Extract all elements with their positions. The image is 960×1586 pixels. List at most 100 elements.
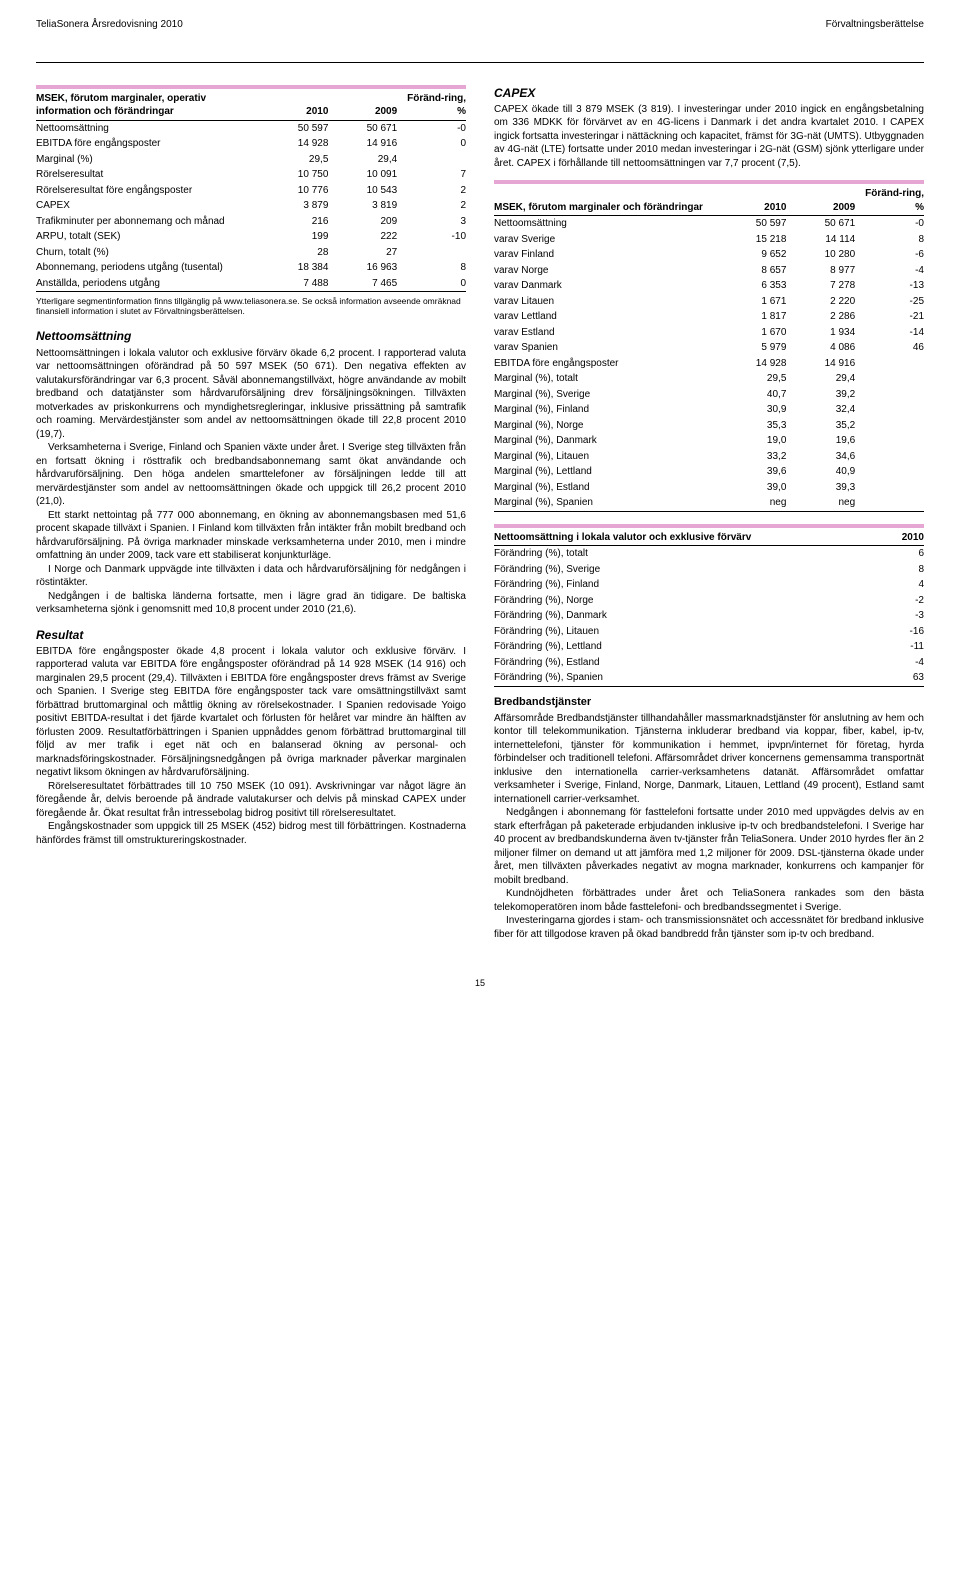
page-header: TeliaSonera Årsredovisning 2010 Förvaltn…: [36, 18, 924, 32]
row-label: varav Sverige: [494, 232, 718, 248]
row-value: 10 280: [786, 247, 855, 263]
row-label: Förändring (%), totalt: [494, 546, 842, 562]
row-value: 14 916: [328, 136, 397, 152]
table-row: Marginal (%), Spaniennegneg: [494, 495, 924, 511]
row-value: 7 465: [328, 276, 397, 292]
row-label: Rörelseresultat: [36, 167, 260, 183]
row-label: varav Danmark: [494, 278, 718, 294]
row-value: 29,4: [328, 152, 397, 168]
table-row: Förändring (%), Sverige8: [494, 562, 924, 578]
row-label: varav Litauen: [494, 294, 718, 310]
bredband-p3: Kundnöjdheten förbättrades under året oc…: [494, 887, 924, 914]
table1-accent-rule: [36, 85, 466, 89]
row-value: -3: [842, 608, 924, 624]
heading-resultat: Resultat: [36, 627, 466, 643]
row-value: [855, 433, 924, 449]
row-label: Anställda, periodens utgång: [36, 276, 260, 292]
row-label: CAPEX: [36, 198, 260, 214]
row-value: 19,0: [718, 433, 787, 449]
row-value: 35,3: [718, 418, 787, 434]
row-value: neg: [718, 495, 787, 511]
row-value: 39,3: [786, 480, 855, 496]
table-row: varav Estland1 6701 934-14: [494, 325, 924, 341]
row-label: Marginal (%), Norge: [494, 418, 718, 434]
row-value: -2: [842, 593, 924, 609]
row-value: 46: [855, 340, 924, 356]
row-value: 216: [260, 214, 329, 230]
row-value: 35,2: [786, 418, 855, 434]
table3-header-label: Nettoomsättning i lokala valutor och exk…: [494, 530, 842, 546]
nettoomsattning-p3: Ett starkt nettointag på 777 000 abonnem…: [36, 509, 466, 563]
page-number: 15: [36, 977, 924, 989]
row-value: 8 977: [786, 263, 855, 279]
heading-capex: CAPEX: [494, 85, 924, 101]
row-label: Nettoomsättning: [494, 216, 718, 232]
row-value: [855, 402, 924, 418]
two-column-layout: MSEK, förutom marginaler, operativ infor…: [36, 85, 924, 942]
row-value: 6 353: [718, 278, 787, 294]
row-label: Marginal (%), Sverige: [494, 387, 718, 403]
table-row: Churn, totalt (%)2827: [36, 245, 466, 261]
row-value: 16 963: [328, 260, 397, 276]
row-value: [397, 245, 466, 261]
row-value: -4: [855, 263, 924, 279]
row-value: 29,5: [718, 371, 787, 387]
row-label: varav Finland: [494, 247, 718, 263]
row-label: varav Lettland: [494, 309, 718, 325]
row-label: Förändring (%), Litauen: [494, 624, 842, 640]
header-left: TeliaSonera Årsredovisning 2010: [36, 18, 183, 32]
row-label: ARPU, totalt (SEK): [36, 229, 260, 245]
row-value: 28: [260, 245, 329, 261]
table-row: Rörelseresultat före engångsposter10 776…: [36, 183, 466, 199]
row-label: Marginal (%), Danmark: [494, 433, 718, 449]
row-value: [855, 387, 924, 403]
nettoomsattning-p4: I Norge och Danmark uppvägde inte tillvä…: [36, 563, 466, 590]
row-value: 10 776: [260, 183, 329, 199]
table-row: Anställda, periodens utgång7 4887 4650: [36, 276, 466, 292]
row-label: varav Spanien: [494, 340, 718, 356]
row-value: 4: [842, 577, 924, 593]
row-value: -0: [397, 120, 466, 136]
table-row: EBITDA före engångsposter14 92814 916: [494, 356, 924, 372]
row-value: -21: [855, 309, 924, 325]
bredband-p4: Investeringarna gjordes i stam- och tran…: [494, 914, 924, 941]
row-label: Förändring (%), Lettland: [494, 639, 842, 655]
row-value: 30,9: [718, 402, 787, 418]
row-label: varav Estland: [494, 325, 718, 341]
row-value: 27: [328, 245, 397, 261]
table-row: Abonnemang, periodens utgång (tusental)1…: [36, 260, 466, 276]
table-operational-info: MSEK, förutom marginaler, operativ infor…: [36, 91, 466, 293]
table2-header-label: MSEK, förutom marginaler och förändringa…: [494, 186, 718, 216]
row-label: Marginal (%), Finland: [494, 402, 718, 418]
row-value: 14 928: [260, 136, 329, 152]
row-value: 3: [397, 214, 466, 230]
table-row: varav Lettland1 8172 286-21: [494, 309, 924, 325]
row-label: Marginal (%), Litauen: [494, 449, 718, 465]
row-label: Marginal (%), Lettland: [494, 464, 718, 480]
table-msek-by-country: MSEK, förutom marginaler och förändringa…: [494, 186, 924, 512]
row-value: 50 671: [786, 216, 855, 232]
table2-col-change: Föränd-ring, %: [855, 186, 924, 216]
row-value: 3 879: [260, 198, 329, 214]
nettoomsattning-p2: Verksamheterna i Sverige, Finland och Sp…: [36, 441, 466, 509]
row-value: 2 286: [786, 309, 855, 325]
table-row: Förändring (%), Danmark-3: [494, 608, 924, 624]
row-label: Förändring (%), Sverige: [494, 562, 842, 578]
row-value: 8 657: [718, 263, 787, 279]
table-row: Marginal (%), Lettland39,640,9: [494, 464, 924, 480]
table-row: Förändring (%), Estland-4: [494, 655, 924, 671]
row-value: -25: [855, 294, 924, 310]
row-value: [397, 152, 466, 168]
row-label: Förändring (%), Finland: [494, 577, 842, 593]
row-label: Nettoomsättning: [36, 120, 260, 136]
table-row: varav Spanien5 9794 08646: [494, 340, 924, 356]
row-value: -4: [842, 655, 924, 671]
row-value: 7 488: [260, 276, 329, 292]
row-value: 10 543: [328, 183, 397, 199]
table-local-currency-change: Nettoomsättning i lokala valutor och exk…: [494, 530, 924, 687]
row-value: neg: [786, 495, 855, 511]
row-value: 8: [842, 562, 924, 578]
bredband-p2: Nedgången i abonnemang för fasttelefoni …: [494, 806, 924, 887]
table-row: Förändring (%), Lettland-11: [494, 639, 924, 655]
row-value: 1 817: [718, 309, 787, 325]
